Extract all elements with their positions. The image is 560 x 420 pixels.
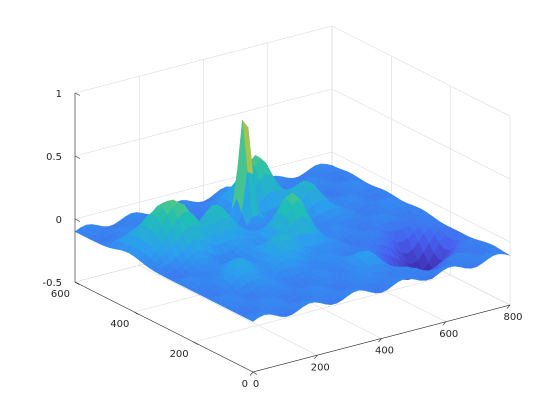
z-tick: [74, 92, 81, 96]
z-tick: [74, 155, 81, 159]
x-tick: [442, 321, 447, 326]
back-wall-grid-z: [74, 25, 333, 94]
x-tick: [506, 304, 511, 309]
z-tick: [74, 281, 81, 285]
surface-mesh: [74, 119, 511, 322]
y-tick-label: 400: [110, 319, 129, 330]
z-tick-label: 1: [56, 89, 62, 100]
side-wall-grid-z: [331, 25, 511, 117]
y-tick: [193, 341, 198, 345]
back-wall-grid-z: [74, 88, 333, 157]
x-tick-label: 400: [375, 346, 394, 357]
side-wall-grid-z: [331, 151, 511, 243]
y-tick-labels: 0 200 400 600: [51, 289, 248, 390]
y-axis-line: [74, 281, 254, 373]
y-tick: [134, 311, 139, 315]
floor-grid-y: [193, 274, 451, 343]
y-tick-label: 0: [242, 379, 248, 390]
surface-patch: [247, 315, 260, 322]
z-tick-label: 0: [56, 215, 62, 226]
z-tick: [74, 218, 81, 222]
y-tick-label: 200: [170, 349, 189, 360]
side-wall-grid-z: [331, 88, 511, 180]
x-tick: [378, 338, 382, 343]
z-tick-labels: -0.5 0 0.5 1: [42, 89, 62, 289]
x-tick-labels: 0 200 400 600 800: [253, 312, 523, 390]
floor-grid-x: [139, 265, 318, 356]
z-tick-label: 0.5: [46, 152, 62, 163]
z-tick-label: -0.5: [42, 278, 62, 289]
x-tick: [249, 371, 254, 376]
y-tick-label: 600: [51, 289, 70, 300]
x-tick-label: 0: [253, 379, 259, 390]
x-tick-label: 800: [503, 312, 522, 323]
x-tick-label: 600: [439, 329, 458, 340]
y-tick: [252, 371, 258, 375]
x-tick: [314, 355, 318, 359]
x-tick-label: 200: [311, 362, 330, 373]
axes: [74, 92, 511, 376]
back-wall-grid-z: [74, 151, 333, 220]
